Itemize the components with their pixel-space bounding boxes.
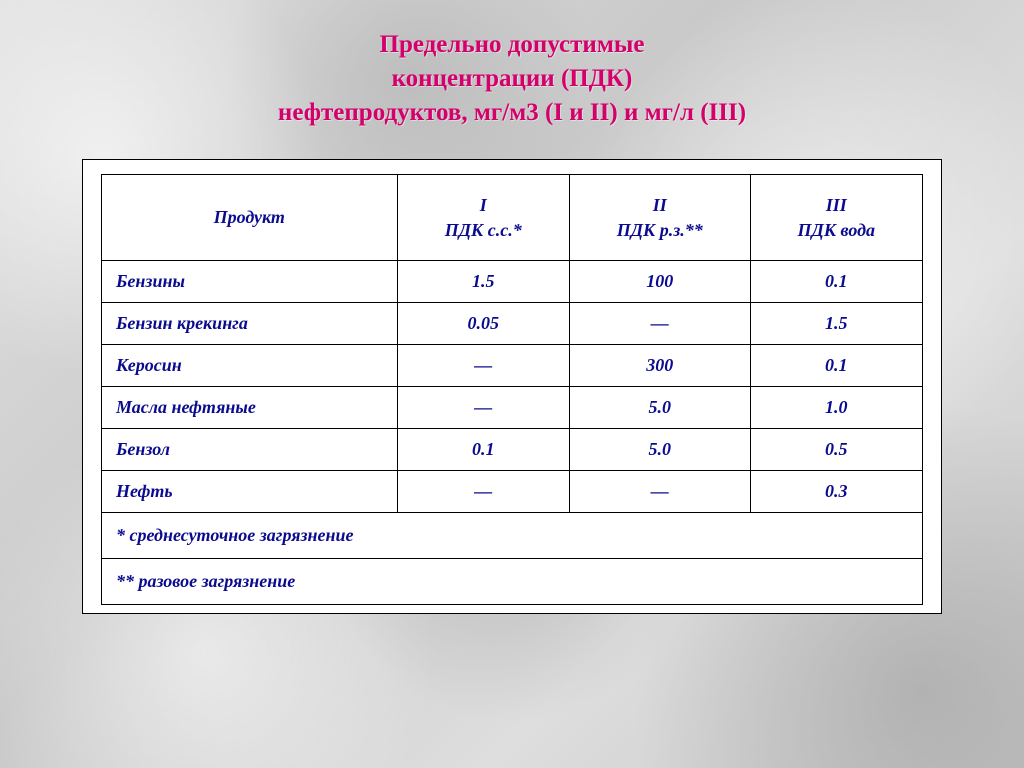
- col-header-text: ПДК вода: [798, 220, 876, 240]
- cell: 0.3: [750, 470, 922, 512]
- cell: 100: [569, 260, 750, 302]
- table-row: Нефть — — 0.3: [102, 470, 923, 512]
- cell: —: [397, 386, 569, 428]
- row-label: Масла нефтяные: [102, 386, 398, 428]
- col-header-1: I ПДК с.с.*: [397, 175, 569, 261]
- cell: 0.05: [397, 302, 569, 344]
- table-card: Продукт I ПДК с.с.* II ПДК р.з.** III ПД…: [82, 159, 942, 614]
- cell: 1.0: [750, 386, 922, 428]
- table-row: Бензол 0.1 5.0 0.5: [102, 428, 923, 470]
- row-label: Бензин крекинга: [102, 302, 398, 344]
- col-header-3: III ПДК вода: [750, 175, 922, 261]
- title-line-2: концентрации (ПДК): [392, 65, 633, 92]
- col-header-text: ПДК р.з.**: [617, 220, 703, 240]
- col-header-text: III: [826, 195, 847, 215]
- cell: 1.5: [750, 302, 922, 344]
- slide-title: Предельно допустимые концентрации (ПДК) …: [0, 28, 1024, 129]
- table-row: Керосин — 300 0.1: [102, 344, 923, 386]
- title-line-3: нефтепродуктов, мг/м3 (I и II) и мг/л (I…: [278, 99, 746, 126]
- footnote-row: ** разовое загрязнение: [102, 558, 923, 604]
- col-header-2: II ПДК р.з.**: [569, 175, 750, 261]
- table-header-row: Продукт I ПДК с.с.* II ПДК р.з.** III ПД…: [102, 175, 923, 261]
- pdk-table: Продукт I ПДК с.с.* II ПДК р.з.** III ПД…: [101, 174, 923, 605]
- col-header-text: ПДК с.с.*: [445, 220, 522, 240]
- cell: 5.0: [569, 428, 750, 470]
- cell: —: [569, 470, 750, 512]
- col-header-text: Продукт: [214, 207, 285, 227]
- row-label: Бензины: [102, 260, 398, 302]
- table-row: Бензин крекинга 0.05 — 1.5: [102, 302, 923, 344]
- cell: —: [397, 344, 569, 386]
- cell: 1.5: [397, 260, 569, 302]
- title-line-1: Предельно допустимые: [380, 31, 645, 58]
- table-row: Бензины 1.5 100 0.1: [102, 260, 923, 302]
- cell: 300: [569, 344, 750, 386]
- footnote: ** разовое загрязнение: [102, 558, 923, 604]
- row-label: Бензол: [102, 428, 398, 470]
- col-header-text: I: [480, 195, 487, 215]
- cell: —: [569, 302, 750, 344]
- cell: 5.0: [569, 386, 750, 428]
- col-header-text: II: [653, 195, 667, 215]
- cell: 0.1: [750, 260, 922, 302]
- footnote: * среднесуточное загрязнение: [102, 512, 923, 558]
- cell: 0.1: [750, 344, 922, 386]
- footnote-row: * среднесуточное загрязнение: [102, 512, 923, 558]
- cell: 0.1: [397, 428, 569, 470]
- table-row: Масла нефтяные — 5.0 1.0: [102, 386, 923, 428]
- cell: 0.5: [750, 428, 922, 470]
- row-label: Керосин: [102, 344, 398, 386]
- col-header-product: Продукт: [102, 175, 398, 261]
- cell: —: [397, 470, 569, 512]
- row-label: Нефть: [102, 470, 398, 512]
